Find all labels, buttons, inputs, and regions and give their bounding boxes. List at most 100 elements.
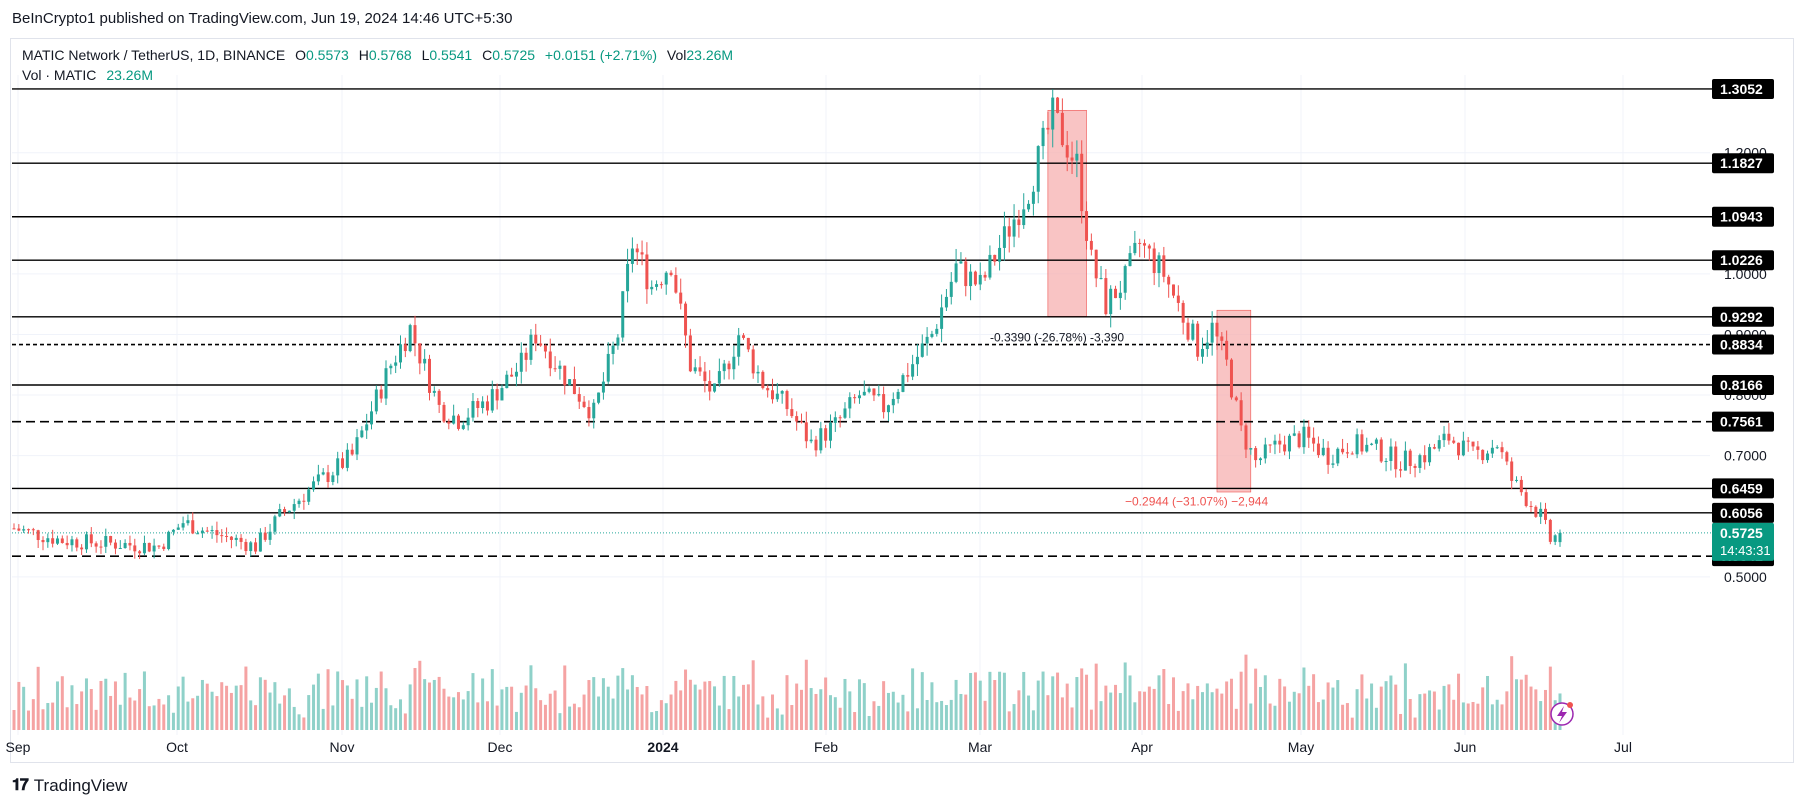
candle-body xyxy=(205,530,209,532)
current-price-label: 0.5725 14:43:31 xyxy=(1712,522,1774,561)
candle-body xyxy=(698,367,702,372)
candle-body xyxy=(1089,240,1093,250)
candle-body xyxy=(418,343,422,364)
candle-body xyxy=(128,542,132,546)
candle-body xyxy=(423,358,427,364)
volume-bar xyxy=(1350,717,1354,730)
volume-bar xyxy=(70,685,74,730)
level-label-text: 0.9292 xyxy=(1720,309,1763,325)
candle-body xyxy=(514,371,518,377)
volume-bar xyxy=(152,705,156,730)
candle-body xyxy=(843,408,847,418)
tradingview-logo[interactable]: 𝟏𝟕 TradingView xyxy=(12,776,127,796)
candle-body xyxy=(1205,342,1209,349)
volume-bar xyxy=(331,705,335,730)
candle-body xyxy=(877,394,881,396)
volume-bar xyxy=(626,689,630,730)
volume-bar xyxy=(157,698,161,730)
volume-bar xyxy=(196,695,200,730)
candle-body xyxy=(621,291,625,338)
volume-bar xyxy=(345,685,349,730)
volume-bar xyxy=(1413,717,1417,730)
candle-body xyxy=(1176,295,1180,303)
candle-body xyxy=(867,388,871,392)
candle-body xyxy=(558,365,562,369)
volume-bar xyxy=(1070,707,1074,730)
candle-body xyxy=(220,535,224,537)
measure-text-april: −0.2944 (−31.07%) −2,944 xyxy=(1125,494,1268,508)
volume-bar xyxy=(1022,671,1026,730)
volume-bar xyxy=(1428,690,1432,730)
volume-bar xyxy=(568,706,572,730)
x-tick-label: Nov xyxy=(330,739,355,755)
level-label: 1.0226 xyxy=(1712,250,1774,271)
candle-body xyxy=(756,371,760,374)
volume-bar xyxy=(708,681,712,730)
volume-bar xyxy=(577,707,581,730)
volume-bar xyxy=(838,707,842,730)
volume-bar xyxy=(1191,699,1195,730)
candle-body xyxy=(157,545,161,547)
volume-bar xyxy=(1539,701,1543,730)
volume-bar xyxy=(447,696,451,730)
notification-dot xyxy=(1567,702,1573,708)
volume-bar xyxy=(833,697,837,730)
candle-body xyxy=(89,534,93,544)
candle-body xyxy=(1234,397,1238,401)
candle-body xyxy=(36,530,40,541)
candle-body xyxy=(655,284,659,287)
volume-bar xyxy=(1471,702,1475,730)
volume-bar xyxy=(1408,699,1412,730)
volume-bar xyxy=(1307,685,1311,730)
x-tick-label: 2024 xyxy=(647,739,678,755)
volume-bar xyxy=(60,676,64,730)
volume-bar xyxy=(225,685,229,730)
volume-bar xyxy=(1162,669,1166,730)
candle-body xyxy=(1423,455,1427,463)
volume-bar xyxy=(1128,675,1132,730)
level-label-text: 0.6459 xyxy=(1720,480,1763,496)
volume-bar xyxy=(1486,675,1490,730)
volume-bar xyxy=(273,682,277,730)
candle-body xyxy=(1389,446,1393,462)
candle-body xyxy=(1268,444,1272,446)
volume-bar xyxy=(51,702,55,730)
candle-body xyxy=(659,284,663,286)
candle-body xyxy=(838,417,842,419)
candle-body xyxy=(485,401,489,411)
volume-bar xyxy=(1273,705,1277,730)
candle-body xyxy=(297,500,301,505)
candle-body xyxy=(1312,437,1316,444)
candle-body xyxy=(196,533,200,535)
candle-body xyxy=(80,547,84,550)
volume-bar xyxy=(1196,685,1200,730)
volume-bar xyxy=(848,691,852,730)
candle-body xyxy=(1002,226,1006,248)
volume-bar xyxy=(1263,675,1267,730)
vol-label: Vol xyxy=(666,47,687,63)
volume-bar xyxy=(891,691,895,730)
candle-body xyxy=(1287,435,1291,452)
volume-bar xyxy=(1331,687,1335,730)
volume-bar xyxy=(1229,678,1233,730)
candle-body xyxy=(819,428,823,451)
level-label-text: 1.3052 xyxy=(1720,81,1763,97)
candle-body xyxy=(1360,434,1364,452)
candle-body xyxy=(65,542,69,546)
candle-body xyxy=(461,425,465,429)
volume-bar xyxy=(1065,683,1069,730)
volume-bar xyxy=(1060,697,1064,730)
level-label-bg xyxy=(1712,478,1774,499)
candle-body xyxy=(944,296,948,308)
candle-body xyxy=(374,389,378,412)
volume-bar xyxy=(630,675,634,730)
volume-bar xyxy=(1326,682,1330,730)
volume-bar xyxy=(471,673,475,730)
volume-bar xyxy=(1519,679,1523,730)
candle-body xyxy=(1128,253,1132,267)
highlight-boxes xyxy=(1047,109,1252,493)
candle-body xyxy=(51,538,55,544)
candle-body xyxy=(263,532,267,540)
level-label-text: 0.8834 xyxy=(1720,337,1763,353)
